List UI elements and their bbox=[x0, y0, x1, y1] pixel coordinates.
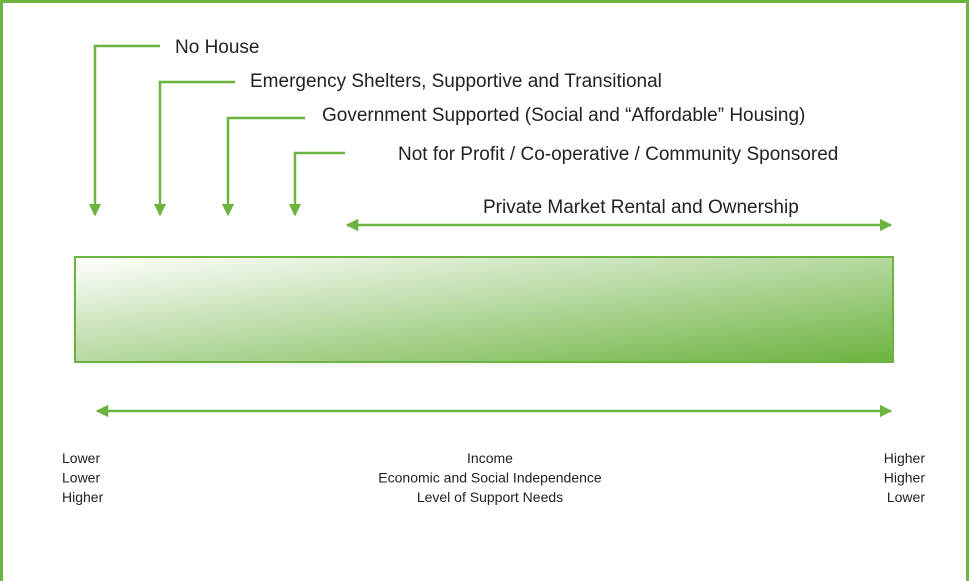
arrow bbox=[153, 80, 235, 217]
scale-right: Higher bbox=[884, 450, 926, 466]
spectrum-bar bbox=[74, 256, 894, 363]
label: Government Supported (Social and “Afford… bbox=[322, 105, 805, 126]
scale-left: Lower bbox=[62, 470, 100, 486]
label: Emergency Shelters, Supportive and Trans… bbox=[250, 71, 662, 92]
arrow bbox=[288, 151, 345, 217]
label: No House bbox=[175, 37, 260, 58]
scale-left: Higher bbox=[62, 489, 104, 505]
scale-right: Lower bbox=[887, 489, 925, 505]
scale-right: Higher bbox=[884, 470, 926, 486]
scale-center: Income bbox=[467, 450, 513, 466]
arrow bbox=[88, 44, 160, 217]
arrows bbox=[88, 44, 893, 418]
label: Not for Profit / Co-operative / Communit… bbox=[398, 144, 838, 165]
arrow bbox=[221, 116, 305, 217]
scale-left: Lower bbox=[62, 450, 100, 466]
label: Private Market Rental and Ownership bbox=[483, 197, 799, 218]
scale-rows: Lower Income Higher Lower Economic and Socia… bbox=[62, 450, 925, 505]
scale-center: Economic and Social Independence bbox=[378, 470, 602, 486]
scale-center: Level of Support Needs bbox=[417, 489, 563, 505]
